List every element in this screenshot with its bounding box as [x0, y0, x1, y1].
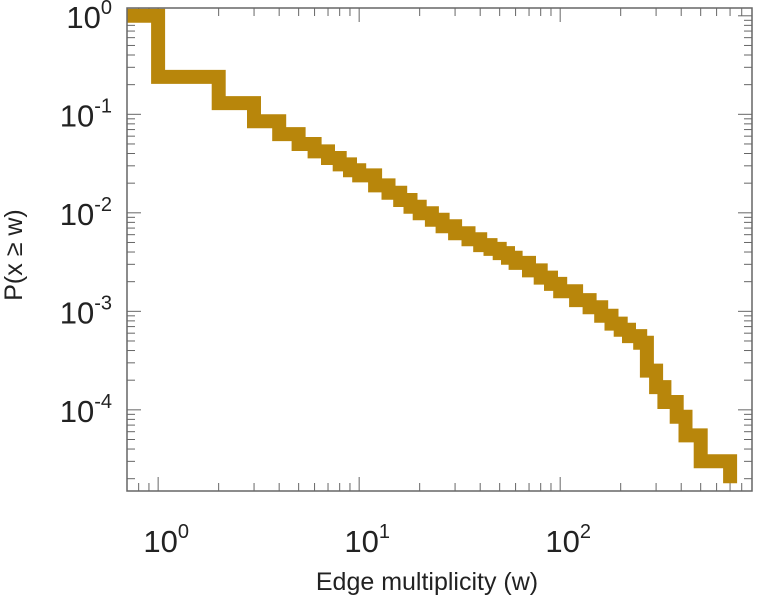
y-tick-label: 100 [66, 0, 112, 35]
plot-area [126, 7, 753, 492]
y-tick-label: 10-2 [60, 194, 112, 232]
series-line [127, 8, 738, 484]
x-tick-label: 102 [545, 521, 591, 559]
y-tick-label: 10-1 [60, 95, 112, 133]
x-tick-label: 101 [344, 521, 390, 559]
y-tick-label: 10-4 [60, 391, 112, 429]
y-axis-label: P(x ≥ w) [0, 209, 28, 301]
x-tick-labels: 100 101 102 [143, 521, 591, 559]
x-axis-label: Edge multiplicity (w) [316, 568, 538, 596]
y-tick-label: 10-3 [60, 292, 112, 330]
x-tick-label: 100 [143, 521, 189, 559]
y-tick-labels: 100 10-1 10-2 10-3 10-4 [60, 0, 112, 429]
